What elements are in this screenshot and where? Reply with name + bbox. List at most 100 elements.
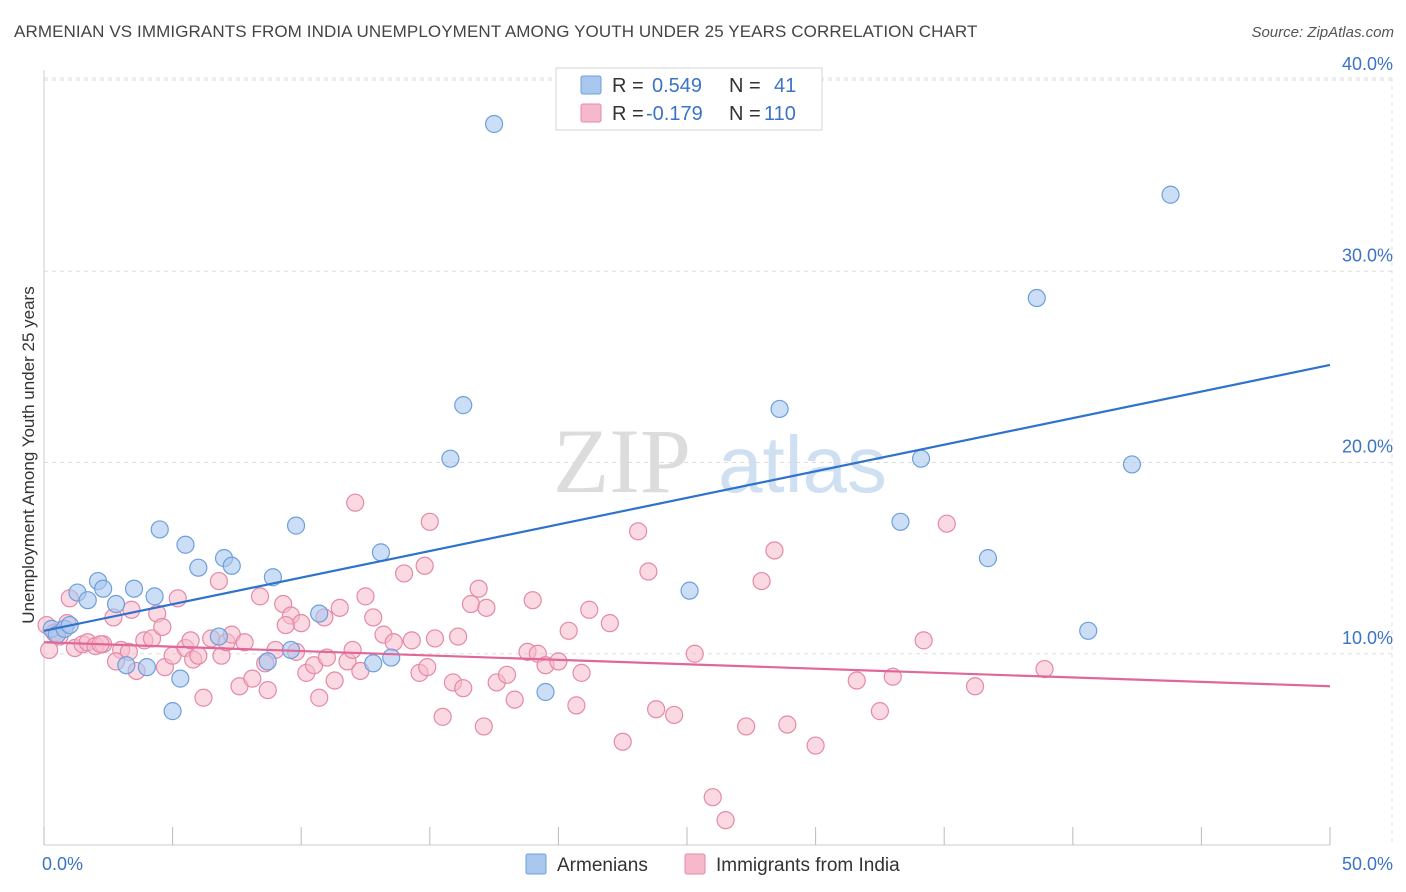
- data-point-armenian: [770, 399, 789, 419]
- data-point-india: [122, 600, 141, 619]
- data-point-india: [209, 571, 228, 591]
- data-point-india: [189, 646, 208, 665]
- legend-n-label-india: N =: [729, 103, 761, 125]
- data-point-india: [235, 633, 254, 652]
- y-tick-label: 20.0%: [1342, 437, 1393, 457]
- x-ticks: [43, 827, 1331, 845]
- data-point-india: [356, 587, 375, 606]
- legend-r-label-armenians: R =: [612, 75, 644, 97]
- data-point-india: [325, 671, 344, 690]
- data-point-armenian: [1161, 185, 1180, 204]
- data-point-india: [778, 715, 797, 734]
- data-point-india: [703, 788, 722, 807]
- data-point-india: [716, 811, 735, 830]
- data-point-india: [937, 514, 956, 533]
- source-label: Source: ZipAtlas.com: [1251, 24, 1394, 41]
- bottom-legend-swatch-india: [684, 853, 706, 875]
- data-point-india: [346, 493, 365, 512]
- data-point-india: [243, 669, 262, 688]
- trend-line-armenian: [43, 363, 1331, 632]
- data-point-india: [523, 591, 542, 610]
- data-point-armenian: [78, 591, 97, 610]
- y-tick-label: 10.0%: [1342, 628, 1393, 648]
- legend-r-value-india: -0.179: [646, 103, 703, 125]
- x-tick-label-min: 0.0%: [42, 854, 83, 874]
- bottom-legend-swatch-armenians: [525, 853, 547, 875]
- data-point-armenian: [441, 449, 460, 468]
- data-point-india: [870, 702, 890, 721]
- data-point-india: [685, 644, 704, 663]
- data-point-armenian: [145, 587, 164, 606]
- data-point-india: [448, 627, 468, 646]
- data-point-armenian: [1079, 621, 1098, 640]
- data-point-india: [629, 522, 648, 541]
- data-point-armenian: [286, 516, 306, 535]
- data-point-india: [613, 732, 632, 751]
- data-point-india: [276, 615, 295, 635]
- data-point-armenian: [258, 652, 277, 671]
- data-point-armenian: [106, 594, 126, 614]
- series-armenian-points: [42, 114, 1180, 721]
- data-point-india: [425, 629, 445, 648]
- data-point-india: [402, 631, 421, 650]
- data-point-india: [580, 600, 599, 619]
- data-point-armenian: [1122, 455, 1142, 474]
- data-point-india: [394, 564, 414, 583]
- data-point-armenian: [189, 558, 208, 577]
- trend-line-india: [43, 641, 1331, 688]
- data-point-india: [559, 621, 578, 640]
- legend-swatch-india: [580, 103, 602, 123]
- data-point-india: [737, 717, 756, 736]
- data-point-india: [153, 617, 172, 637]
- legend-n-value-india: 110: [764, 103, 796, 125]
- data-point-armenian: [454, 396, 473, 415]
- data-point-india: [364, 608, 383, 627]
- data-point-india: [1035, 659, 1054, 679]
- data-point-armenian: [117, 656, 136, 675]
- data-point-india: [292, 614, 311, 633]
- data-point-india: [384, 633, 403, 652]
- x-tick-label-max: 50.0%: [1342, 854, 1393, 874]
- data-point-armenian: [911, 449, 931, 468]
- watermark-atlas: atlas: [718, 420, 887, 509]
- data-point-armenian: [171, 669, 190, 688]
- data-point-india: [317, 648, 337, 667]
- data-point-india: [665, 705, 684, 725]
- data-point-india: [477, 598, 496, 617]
- watermark-zip: ZIP: [553, 410, 691, 512]
- data-point-armenian: [124, 579, 144, 598]
- data-point-armenian: [310, 604, 329, 623]
- data-point-armenian: [1027, 288, 1046, 308]
- data-point-india: [549, 652, 568, 671]
- trend-lines: [43, 363, 1331, 688]
- legend-box: R = 0.549 N = 41 R = -0.179 N = 110: [555, 67, 823, 131]
- legend-n-label-armenians: N =: [729, 75, 761, 97]
- data-point-india: [639, 562, 658, 581]
- data-point-armenian: [94, 579, 113, 598]
- data-point-armenian: [891, 512, 910, 531]
- data-point-india: [647, 700, 666, 719]
- data-point-india: [469, 579, 488, 598]
- bottom-legend-label-armenians: Armenians: [557, 855, 648, 876]
- y-tick-label: 30.0%: [1342, 245, 1393, 265]
- data-point-india: [343, 640, 362, 660]
- data-point-india: [40, 640, 59, 660]
- data-point-india: [250, 587, 270, 606]
- data-point-armenian: [176, 535, 195, 554]
- data-point-armenian: [209, 627, 228, 646]
- data-point-armenian: [485, 114, 504, 134]
- data-point-india: [181, 631, 200, 650]
- data-point-armenian: [680, 581, 699, 600]
- data-point-india: [454, 679, 473, 698]
- data-point-india: [847, 671, 866, 690]
- data-point-india: [474, 717, 493, 736]
- data-point-india: [330, 598, 349, 617]
- data-point-india: [418, 658, 437, 677]
- data-point-india: [461, 594, 481, 614]
- bottom-legend: Armenians Immigrants from India: [525, 853, 900, 876]
- data-point-armenian: [137, 658, 156, 677]
- legend-swatch-armenians: [580, 75, 602, 95]
- data-point-india: [914, 631, 933, 650]
- bottom-legend-label-india: Immigrants from India: [716, 855, 900, 876]
- data-point-india: [194, 688, 213, 707]
